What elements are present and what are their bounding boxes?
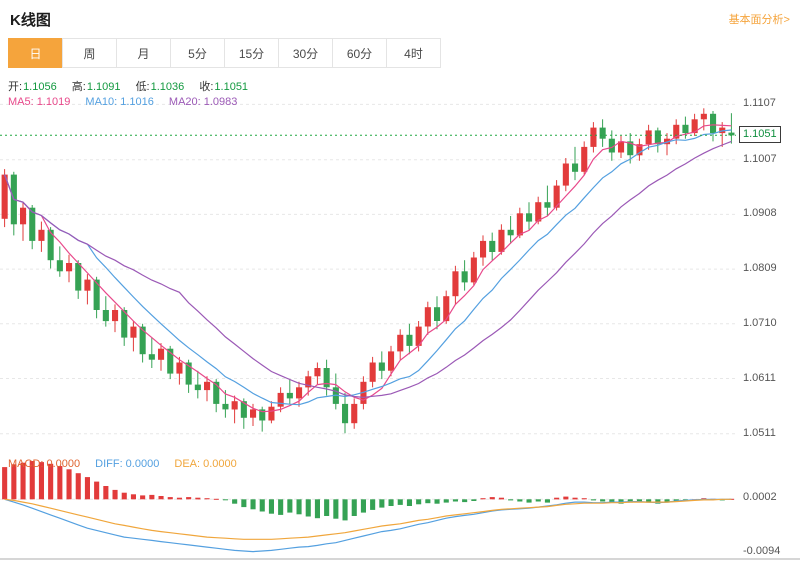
ma5-label: MA5: xyxy=(8,96,34,108)
high-label: 高: xyxy=(71,81,86,93)
macd-value: 0.0000 xyxy=(46,458,81,470)
diff-line xyxy=(4,498,732,553)
price-axis-label: 1.0809 xyxy=(743,262,777,275)
fundamental-analysis-link[interactable]: 基本面分析> xyxy=(728,14,790,26)
macd-legend: MACD: 0.0000 DIFF: 0.0000 DEA: 0.0000 xyxy=(8,458,249,470)
ma10-value: 1.1016 xyxy=(120,96,154,108)
tab-4hour[interactable]: 4时 xyxy=(386,38,441,68)
tab-day[interactable]: 日 xyxy=(8,38,63,68)
dea-value: 0.0000 xyxy=(203,458,237,470)
close-label: 收: xyxy=(199,81,214,93)
macd-panel: 0.0002 -0.0094 MACD: 0.0000 DIFF: 0.0000 DE… xyxy=(0,456,800,560)
tab-15min[interactable]: 15分 xyxy=(224,38,279,68)
diff-value: 0.0000 xyxy=(125,458,160,470)
price-axis-label: 1.0908 xyxy=(743,207,777,220)
price-axis-label: 1.1107 xyxy=(743,97,776,110)
ma20-label: MA20: xyxy=(168,96,201,108)
diff-label: DIFF: xyxy=(95,458,123,470)
macd-canvas[interactable] xyxy=(0,456,736,556)
price-axis-label: 1.0611 xyxy=(743,371,776,384)
ma5-line xyxy=(4,124,732,413)
tab-5min[interactable]: 5分 xyxy=(170,38,225,68)
period-tabs: 日周月 5分 15分 30分 60分 4时 xyxy=(8,38,800,68)
dea-label: DEA: xyxy=(174,458,201,470)
open-value: 1.1056 xyxy=(23,81,57,93)
ohlc-legend: 开:1.1056 高:1.1091 低:1.1036 收:1.1051 xyxy=(8,78,260,94)
grid-lines xyxy=(0,103,736,435)
ma10-line xyxy=(4,129,732,406)
low-value: 1.1036 xyxy=(150,81,185,93)
tab-week[interactable]: 周 xyxy=(62,38,117,68)
page-header: K线图 基本面分析> xyxy=(0,0,800,32)
price-axis-label: 1.1007 xyxy=(743,152,777,165)
price-axis-label: 1.0511 xyxy=(743,426,776,439)
tab-30min[interactable]: 30分 xyxy=(278,38,333,68)
macd-label: MACD: xyxy=(8,458,44,470)
low-label: 低: xyxy=(135,81,150,93)
ma10-label: MA10: xyxy=(85,96,118,108)
macd-axis-label: -0.0094 xyxy=(743,544,781,557)
price-axis-label: 1.0710 xyxy=(743,316,777,329)
ma5-value: 1.1019 xyxy=(36,96,71,108)
ma-legend: MA5: 1.1019 MA10: 1.1016 MA20: 1.0983 xyxy=(8,96,249,108)
close-value: 1.1051 xyxy=(214,81,249,93)
ma20-value: 1.0983 xyxy=(203,96,238,108)
candles-canvas[interactable] xyxy=(0,74,736,452)
page-title: K线图 xyxy=(10,12,51,29)
price-axis: 1.1107 1.1007 1.0908 1.0809 1.0710 1.0611 1.05… xyxy=(738,74,800,454)
open-label: 开: xyxy=(8,81,23,93)
macd-axis-label: 0.0002 xyxy=(743,491,777,504)
dea-line xyxy=(4,498,732,540)
current-price-badge: 1.1051 xyxy=(739,126,781,144)
tab-month[interactable]: 月 xyxy=(116,38,171,68)
tab-60min[interactable]: 60分 xyxy=(332,38,387,68)
ma20-line xyxy=(4,140,732,399)
macd-axis: 0.0002 -0.0094 xyxy=(738,456,800,558)
candles-group xyxy=(1,108,735,434)
high-value: 1.1091 xyxy=(86,81,121,93)
candlestick-chart: 1.1107 1.1007 1.0908 1.0809 1.0710 1.0611 1.05… xyxy=(0,74,800,454)
